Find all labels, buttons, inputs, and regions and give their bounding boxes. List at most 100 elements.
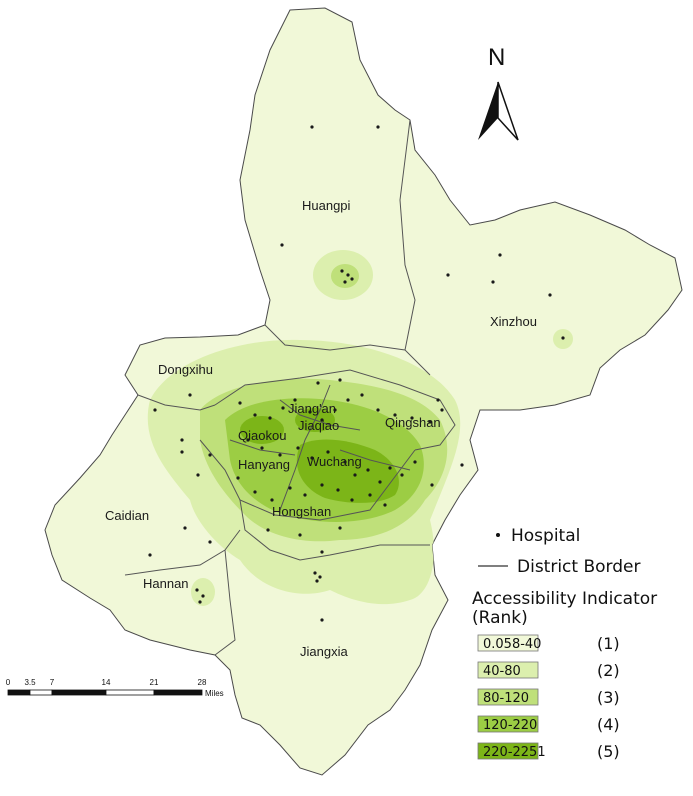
- hospital-point: [410, 416, 414, 420]
- hospital-point: [208, 540, 212, 544]
- hospital-point: [280, 243, 284, 247]
- label-huangpi: Huangpi: [302, 198, 351, 213]
- hospital-point: [180, 438, 184, 442]
- hospital-point: [315, 579, 319, 583]
- legend-swatch: [477, 661, 539, 679]
- hospital-point: [320, 483, 324, 487]
- scale-tick-label: 21: [150, 678, 159, 687]
- hospital-point: [376, 408, 380, 412]
- scale-tick-label: 0: [6, 678, 11, 687]
- hospital-point: [310, 456, 314, 460]
- hospital-point: [366, 468, 370, 472]
- legend-range: 40-80: [483, 664, 521, 679]
- label-hanyang: Hanyang: [238, 457, 290, 472]
- hospital-point: [346, 273, 350, 277]
- hospital-point: [350, 277, 354, 281]
- hospital-point: [350, 498, 354, 502]
- legend-swatch: [477, 634, 539, 652]
- border-hannan-jiangxia: [214, 549, 236, 656]
- legend-hospital-label: Hospital: [511, 526, 580, 546]
- border-caidian-hannan: [124, 529, 241, 576]
- accessibility-surface: [147, 250, 573, 606]
- hospital-point: [180, 450, 184, 454]
- border-inner-urban: [214, 369, 456, 451]
- scale-tick-label: 14: [102, 678, 111, 687]
- border-urban-south: [199, 439, 416, 521]
- label-wuchang: Wuchang: [307, 454, 362, 469]
- border-wuchang-hongshan: [339, 449, 411, 471]
- hospital-point: [320, 618, 324, 622]
- hospital-point: [338, 378, 342, 382]
- hospital-point: [253, 413, 257, 417]
- zone-qiaokou-5: [240, 416, 284, 444]
- hospital-point: [333, 408, 337, 412]
- hospital-point: [288, 486, 292, 490]
- border-yangtze: [279, 384, 331, 511]
- legend-range: 120-220: [483, 718, 537, 733]
- hospital-point: [320, 550, 324, 554]
- legend-swatch: [477, 688, 539, 706]
- scale-segment: [29, 689, 53, 696]
- hospital-point: [296, 446, 300, 450]
- hospital-point: [400, 473, 404, 477]
- border-hongshan-jiangxia: [239, 499, 430, 561]
- hospital-point: [413, 460, 417, 464]
- district-labels: Huangpi Xinzhou Dongxihu Jiang'an Jiaqia…: [105, 198, 537, 659]
- label-qiaokou: Qiaokou: [238, 428, 286, 443]
- hospital-point: [378, 480, 382, 484]
- hospital-point: [343, 460, 347, 464]
- legend-swatch: [477, 715, 539, 733]
- hospital-legend-icon: [496, 533, 500, 537]
- hospital-point: [188, 393, 192, 397]
- hospital-point: [460, 463, 464, 467]
- label-jiangxia: Jiangxia: [300, 644, 348, 659]
- hospital-point: [253, 490, 257, 494]
- scale-tick-label: 28: [198, 678, 207, 687]
- hospital-point: [338, 526, 342, 530]
- label-xinzhou: Xinzhou: [490, 314, 537, 329]
- hospital-point: [201, 594, 205, 598]
- hospital-point: [428, 420, 432, 424]
- hospital-point: [293, 398, 297, 402]
- legend: Hospital District Border Accessibility I…: [472, 526, 657, 761]
- hospital-point: [376, 125, 380, 129]
- hospital-point: [346, 398, 350, 402]
- border-hanjiang: [229, 439, 296, 456]
- hospital-points: [148, 125, 565, 622]
- legend-rank: (1): [597, 634, 620, 653]
- hospital-point: [498, 253, 502, 257]
- hospital-point: [440, 408, 444, 412]
- hospital-point: [268, 416, 272, 420]
- legend-swatch: [477, 742, 539, 760]
- legend-range: 0.058-40: [483, 637, 541, 652]
- hospital-point: [148, 553, 152, 557]
- hospital-point: [298, 533, 302, 537]
- legend-rank: (4): [597, 715, 620, 734]
- label-hannan: Hannan: [143, 576, 189, 591]
- border-dongxihu-caidian: [137, 394, 216, 411]
- zone-hannan-2: [191, 578, 215, 606]
- hospital-point: [266, 528, 270, 532]
- hospital-point: [320, 418, 324, 422]
- north-arrow-right-icon: [497, 81, 519, 141]
- label-jiaqiao: Jiaqiao: [298, 418, 339, 433]
- hospital-point: [343, 280, 347, 284]
- hospital-point: [336, 488, 340, 492]
- hospital-point: [303, 493, 307, 497]
- hospital-point: [270, 498, 274, 502]
- hospital-point: [281, 406, 285, 410]
- hospital-point: [430, 483, 434, 487]
- hospital-point: [208, 453, 212, 457]
- label-qingshan: Qingshan: [385, 415, 441, 430]
- hospital-point: [238, 401, 242, 405]
- hospital-point: [388, 466, 392, 470]
- north-arrow-label: N: [488, 44, 505, 71]
- legend-rank: (3): [597, 688, 620, 707]
- hospital-point: [310, 125, 314, 129]
- hospital-point: [316, 381, 320, 385]
- zone-huangpi-3: [331, 264, 359, 288]
- scale-segment: [7, 689, 31, 696]
- hospital-point: [183, 526, 187, 530]
- scale-tick-label: 7: [50, 678, 55, 687]
